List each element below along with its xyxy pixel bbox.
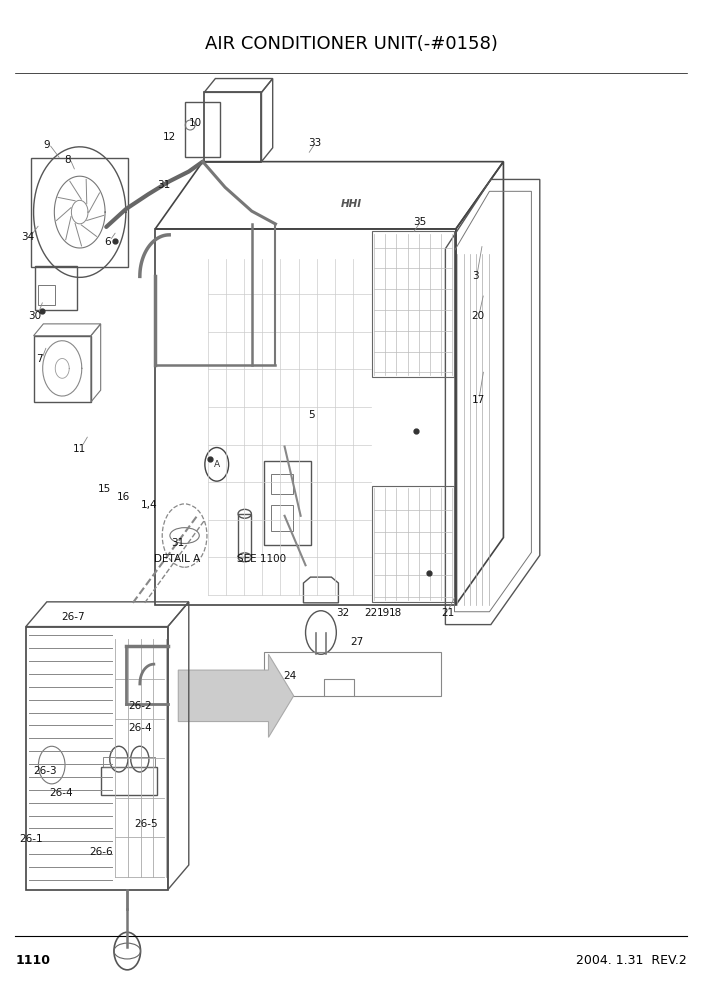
Text: 17: 17 xyxy=(472,395,485,405)
Bar xyxy=(102,757,155,767)
Text: 1,4: 1,4 xyxy=(141,500,158,510)
Text: 9: 9 xyxy=(44,140,50,150)
Text: 5: 5 xyxy=(308,410,314,420)
Text: 30: 30 xyxy=(28,310,41,321)
Text: 24: 24 xyxy=(283,671,296,682)
Text: 26-3: 26-3 xyxy=(34,766,58,776)
Text: 34: 34 xyxy=(21,232,34,242)
Text: 22: 22 xyxy=(364,608,377,618)
Text: 26-1: 26-1 xyxy=(20,834,44,844)
Text: 10: 10 xyxy=(190,118,202,128)
Bar xyxy=(270,474,293,494)
Text: 31: 31 xyxy=(157,181,170,190)
Text: 19: 19 xyxy=(376,608,390,618)
Text: 15: 15 xyxy=(98,484,112,494)
Text: 31: 31 xyxy=(171,539,184,549)
Bar xyxy=(38,286,55,306)
Text: 33: 33 xyxy=(308,138,322,148)
Text: 26-4: 26-4 xyxy=(128,723,152,733)
Text: DETAIL A: DETAIL A xyxy=(154,555,201,564)
Polygon shape xyxy=(178,655,293,737)
Text: 3: 3 xyxy=(472,272,479,282)
Bar xyxy=(238,514,251,558)
Text: 2004. 1.31  REV.2: 2004. 1.31 REV.2 xyxy=(576,954,687,967)
Text: 26-2: 26-2 xyxy=(128,700,152,710)
Text: 35: 35 xyxy=(413,217,426,227)
Text: 18: 18 xyxy=(389,608,402,618)
Text: 20: 20 xyxy=(472,310,485,321)
Text: 11: 11 xyxy=(73,443,86,453)
Bar xyxy=(263,461,311,546)
Text: 26-6: 26-6 xyxy=(90,847,113,857)
Text: 21: 21 xyxy=(441,608,454,618)
Text: SEE 1100: SEE 1100 xyxy=(237,555,286,564)
Text: AIR CONDITIONER UNIT(-#0158): AIR CONDITIONER UNIT(-#0158) xyxy=(204,35,498,53)
Bar xyxy=(185,102,220,157)
Text: 12: 12 xyxy=(163,132,176,142)
Text: 16: 16 xyxy=(117,492,131,502)
Text: 7: 7 xyxy=(37,354,43,364)
Text: 26-4: 26-4 xyxy=(49,788,72,798)
Text: 6: 6 xyxy=(105,237,111,247)
Text: 26-7: 26-7 xyxy=(61,612,84,622)
Text: 26-5: 26-5 xyxy=(134,819,158,829)
Bar xyxy=(270,505,293,531)
Bar xyxy=(35,266,77,310)
Bar xyxy=(100,767,157,795)
Text: A: A xyxy=(213,460,220,469)
Text: 32: 32 xyxy=(336,608,349,618)
Bar xyxy=(32,158,128,267)
Text: 8: 8 xyxy=(65,155,71,165)
Text: 1110: 1110 xyxy=(15,954,51,967)
Text: HHI: HHI xyxy=(340,199,362,209)
Text: 27: 27 xyxy=(350,638,363,648)
